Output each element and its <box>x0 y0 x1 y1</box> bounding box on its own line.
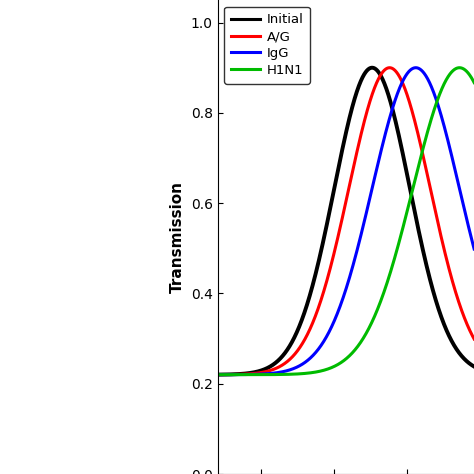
Initial <box>201 372 206 377</box>
H1N1 <box>334 362 340 368</box>
Initial <box>334 172 340 177</box>
A/G <box>334 238 340 244</box>
H1N1 <box>215 372 221 377</box>
A/G <box>387 65 392 71</box>
Initial <box>342 135 347 141</box>
IgG <box>430 87 436 92</box>
Line: IgG: IgG <box>203 68 474 374</box>
Initial <box>215 372 221 377</box>
A/G <box>215 372 221 377</box>
IgG <box>342 290 347 296</box>
Line: A/G: A/G <box>203 68 474 374</box>
H1N1 <box>456 65 462 71</box>
IgG <box>334 311 340 317</box>
H1N1 <box>342 357 347 363</box>
H1N1 <box>201 372 206 377</box>
Line: H1N1: H1N1 <box>203 68 474 374</box>
H1N1 <box>429 112 435 118</box>
Initial <box>369 65 375 71</box>
IgG <box>215 372 221 377</box>
A/G <box>342 204 347 210</box>
Y-axis label: Transmission: Transmission <box>170 181 185 293</box>
IgG <box>201 372 206 377</box>
A/G <box>201 372 206 377</box>
Legend: Initial, A/G, IgG, H1N1: Initial, A/G, IgG, H1N1 <box>224 7 310 84</box>
Initial <box>430 286 436 292</box>
Line: Initial: Initial <box>203 68 474 374</box>
A/G <box>430 196 436 202</box>
IgG <box>413 65 419 71</box>
